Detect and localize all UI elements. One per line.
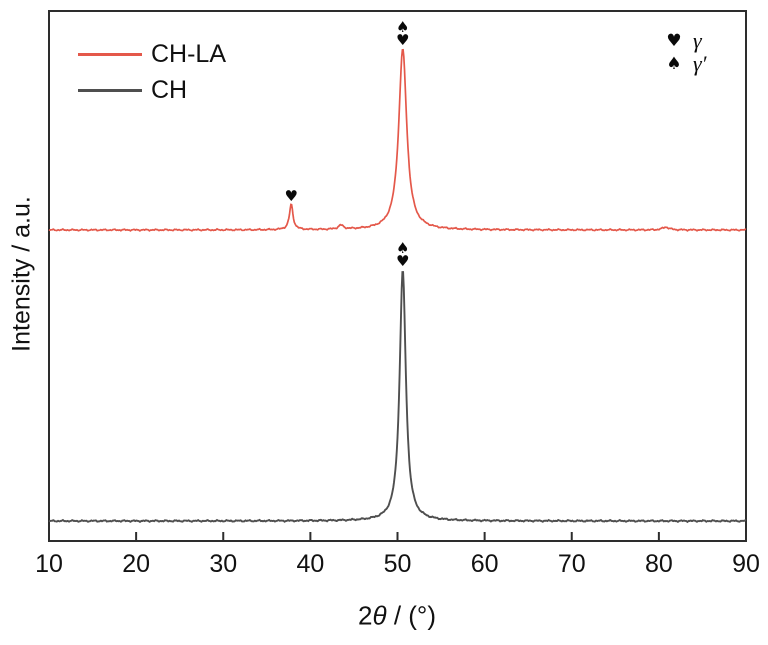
legend-label: CH <box>151 76 188 104</box>
x-tick-label: 90 <box>732 550 760 578</box>
heart-icon: ♥ <box>395 31 410 49</box>
series-legend: CH-LA CH <box>78 41 226 113</box>
legend-item-ch-la: CH-LA <box>78 41 226 67</box>
y-axis-title: Intensity / a.u. <box>7 196 36 352</box>
x-tick-label: 20 <box>122 550 151 578</box>
x-tick-label: 10 <box>35 550 63 578</box>
x-axis-title-theta: θ <box>372 600 387 631</box>
peak-marker-group: ♥ <box>284 186 298 205</box>
x-tick-label: 80 <box>644 550 673 578</box>
spade-icon: ♠ <box>666 53 682 74</box>
heart-icon: ♥ <box>395 252 410 270</box>
legend-line-swatch <box>78 88 142 92</box>
peak-marker-group: ♠ ♥ <box>395 18 410 49</box>
legend-label: CH-LA <box>151 40 227 68</box>
spade-icon: ♠ <box>395 239 410 257</box>
x-tick-label: 70 <box>557 550 586 578</box>
phase-legend-row: ♥ γ <box>662 27 706 53</box>
xrd-curve-ch-la <box>48 48 747 232</box>
x-tick-label: 50 <box>383 550 412 578</box>
xrd-curve-ch <box>48 271 747 524</box>
phase-legend: ♥ γ ♠ γ′ <box>662 27 707 76</box>
phase-label: γ′ <box>693 50 707 76</box>
x-axis-title-trailing: / (°) <box>386 600 436 631</box>
peak-marker-group: ♠ ♥ <box>395 239 410 270</box>
x-axis-title-leading: 2 <box>358 600 373 631</box>
legend-line-swatch <box>78 52 142 56</box>
x-tick-label: 30 <box>209 550 238 578</box>
legend-item-ch: CH <box>78 77 226 103</box>
phase-legend-row: ♠ γ′ <box>662 50 707 76</box>
heart-icon: ♥ <box>284 186 298 205</box>
x-tick-label: 60 <box>470 550 499 578</box>
heart-icon: ♥ <box>666 30 682 51</box>
x-axis-title: 2θ / (°) <box>358 601 436 632</box>
spade-icon: ♠ <box>395 18 410 36</box>
phase-label: γ <box>693 27 702 53</box>
x-tick-label: 40 <box>296 550 325 578</box>
